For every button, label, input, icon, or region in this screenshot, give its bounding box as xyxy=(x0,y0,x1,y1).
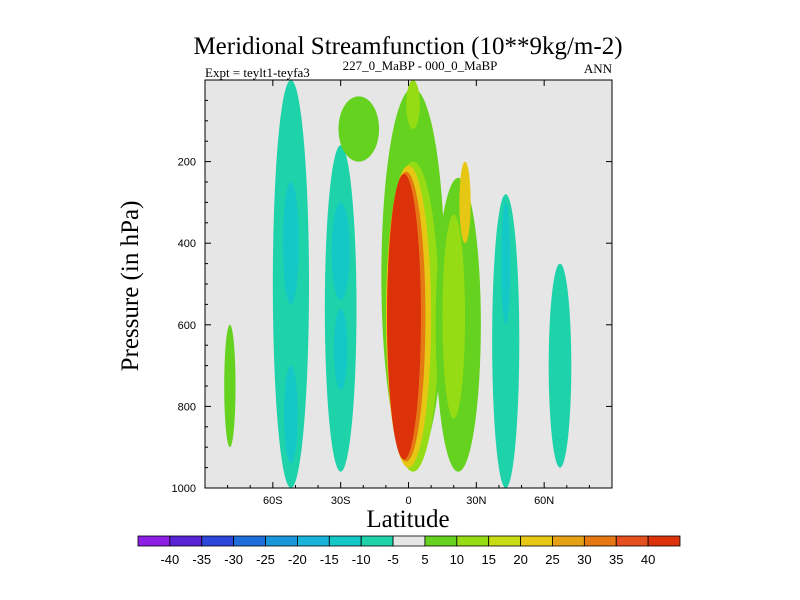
y-axis-title: Pressure (in hPa) xyxy=(117,201,144,372)
colorbar-swatch xyxy=(392,535,426,547)
colorbar-swatch xyxy=(615,535,649,547)
colorbar-swatch xyxy=(583,535,617,547)
chart-subtitle-left: Expt = teylt1-teyfa3 xyxy=(205,65,310,80)
colorbar-swatch xyxy=(265,535,298,547)
contour-region-lime-15 xyxy=(442,214,466,419)
contour-region-cyan-17 xyxy=(492,194,520,488)
x-tick-label: 0 xyxy=(405,495,411,507)
plot-area: 60S 30S 0 30N 60N 200 400 600 800 1000 xyxy=(172,79,613,507)
contour-region-green-7 xyxy=(338,96,380,162)
colorbar-label: -5 xyxy=(387,552,399,567)
colorbar-label: 25 xyxy=(545,552,559,567)
ticks-layer: 60S 30S 0 30N 60N 200 400 600 800 1000 xyxy=(172,80,612,507)
colorbar-label: -25 xyxy=(256,552,275,567)
contour-region-teal-5 xyxy=(331,202,350,301)
colorbar-label: -40 xyxy=(160,552,179,567)
colorbar-swatch xyxy=(137,535,171,547)
contour-region-teal-3 xyxy=(283,182,299,305)
colorbar-swatch xyxy=(488,535,521,547)
colorbar-swatch xyxy=(647,535,681,547)
chart-subtitle-right: ANN xyxy=(584,61,613,76)
colorbar-label: 40 xyxy=(641,552,655,567)
colorbar-label: 15 xyxy=(481,552,495,567)
y-tick-label: 800 xyxy=(178,401,196,413)
contour-region-cyan-19 xyxy=(548,263,572,468)
colorbar-label: -30 xyxy=(224,552,243,567)
colorbar-label: -35 xyxy=(192,552,211,567)
colorbar-swatch xyxy=(169,535,203,547)
colorbar-swatch xyxy=(328,535,362,547)
y-tick-label: 1000 xyxy=(172,483,196,495)
colorbar-label: 10 xyxy=(450,552,464,567)
colorbar-label: 35 xyxy=(609,552,623,567)
x-tick-label: 60N xyxy=(534,495,554,507)
colorbar-swatch xyxy=(552,535,585,547)
colorbar-swatch xyxy=(424,535,458,547)
colorbar-swatch xyxy=(201,535,235,547)
x-tick-label: 30S xyxy=(331,495,351,507)
x-axis-title: Latitude xyxy=(366,506,449,533)
chart-subtitle-center: 227_0_MaBP - 000_0_MaBP xyxy=(343,58,498,73)
y-tick-label: 600 xyxy=(178,320,196,332)
colorbar-label: -15 xyxy=(320,552,339,567)
chart-title: Meridional Streamfunction (10**9kg/m-2) xyxy=(193,33,622,60)
colorbar-label: 30 xyxy=(577,552,591,567)
contour-region-green-0 xyxy=(224,324,236,448)
colorbar-swatch xyxy=(297,535,330,547)
contour-region-red-13 xyxy=(387,173,421,460)
colorbar: -40 -35 -30 -25 -20 -15 -10 -5 5 10 15 20 25 30 35 40 xyxy=(137,535,681,567)
contour-region-cyan-4 xyxy=(324,145,357,472)
colorbar-swatch xyxy=(360,535,394,547)
y-tick-label: 400 xyxy=(178,238,196,250)
contour-layer xyxy=(224,80,572,488)
colorbar-swatch xyxy=(233,535,266,547)
colorbar-label: 5 xyxy=(421,552,428,567)
contour-region-teal-18 xyxy=(501,202,511,325)
y-tick-label: 200 xyxy=(178,157,196,169)
contour-region-teal-6 xyxy=(333,308,348,391)
contour-region-lime-9 xyxy=(406,80,420,129)
x-tick-label: 60S xyxy=(263,495,283,507)
x-tick-label: 30N xyxy=(466,495,486,507)
colorbar-label: -20 xyxy=(288,552,307,567)
colorbar-swatch xyxy=(520,535,553,547)
colorbar-swatch xyxy=(456,535,490,547)
colorbar-label: -10 xyxy=(352,552,371,567)
colorbar-label: 20 xyxy=(513,552,527,567)
contour-region-yellow-16 xyxy=(459,161,471,244)
contour-region-teal-2 xyxy=(284,365,298,464)
